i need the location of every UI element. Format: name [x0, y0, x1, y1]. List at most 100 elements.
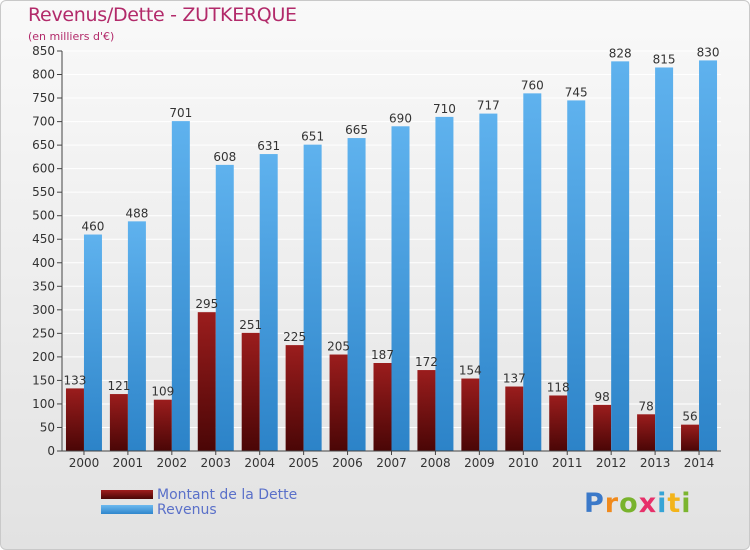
x-tick-label: 2005 [288, 456, 319, 470]
debt-value-label: 98 [595, 390, 610, 404]
x-tick-label: 2000 [69, 456, 100, 470]
debt-bar [549, 395, 568, 451]
revenue-bar [611, 61, 630, 452]
legend-label-revenue: Revenus [157, 501, 217, 518]
debt-bar [241, 332, 260, 451]
x-tick-label: 2009 [464, 456, 495, 470]
y-tick-label: 100 [32, 397, 55, 411]
y-tick-label: 350 [32, 279, 55, 293]
y-tick-label: 650 [32, 138, 55, 152]
debt-value-label: 78 [638, 399, 653, 413]
revenue-bar [435, 116, 454, 451]
legend-label-debt: Montant de la Dette [157, 486, 298, 503]
debt-bar [681, 424, 700, 451]
debt-bar [329, 354, 348, 451]
x-tick-label: 2002 [157, 456, 188, 470]
revenue-value-label: 701 [169, 106, 192, 120]
debt-value-label: 118 [547, 380, 570, 394]
debt-value-label: 109 [151, 385, 174, 399]
debt-value-label: 172 [415, 355, 438, 369]
x-tick-label: 2001 [113, 456, 144, 470]
revenue-value-label: 815 [653, 52, 676, 66]
revenue-value-label: 745 [565, 85, 588, 99]
revenue-value-label: 651 [301, 130, 324, 144]
revenue-bar [127, 221, 146, 451]
debt-bar [637, 414, 656, 451]
y-tick-label: 600 [32, 162, 55, 176]
legend-item-revenue: Revenus [101, 501, 297, 518]
debt-value-label: 251 [239, 318, 262, 332]
x-tick-label: 2004 [244, 456, 275, 470]
chart-legend: Montant de la Dette Revenus [101, 486, 298, 518]
y-tick-label: 400 [32, 256, 55, 270]
debt-bar [109, 394, 128, 451]
x-tick-label: 2014 [684, 456, 715, 470]
bars-layer [65, 60, 718, 452]
y-tick-label: 450 [32, 232, 55, 246]
revenue-value-label: 717 [477, 99, 500, 113]
debt-bar [373, 363, 392, 451]
debt-bar [417, 370, 436, 451]
debt-bar [505, 386, 524, 451]
legend-swatch-revenue [101, 505, 153, 514]
labels-layer: 133 460 121 488 109 701 295 608 251 631 225 651 205 6… [64, 45, 720, 423]
revenue-bar [171, 121, 190, 451]
y-tick-label: 550 [32, 185, 55, 199]
revenue-value-label: 828 [609, 46, 632, 60]
legend-item-debt: Montant de la Dette [101, 486, 298, 503]
debt-value-label: 225 [283, 330, 306, 344]
bar-chart: 133 460 121 488 109 701 295 608 251 631 225 651 205 6… [32, 44, 721, 470]
x-tick-label: 2003 [200, 456, 231, 470]
y-tick-label: 300 [32, 303, 55, 317]
revenue-bar [567, 100, 586, 451]
debt-bar [197, 312, 216, 451]
x-tick-label: 2013 [640, 456, 671, 470]
y-tick-label: 50 [40, 420, 55, 434]
y-tick-label: 750 [32, 91, 55, 105]
revenue-value-label: 710 [433, 102, 456, 116]
debt-value-label: 187 [371, 348, 394, 362]
debt-bar [153, 399, 172, 451]
y-tick-label: 500 [32, 209, 55, 223]
y-tick-label: 0 [47, 444, 55, 458]
chart-subtitle: (en milliers d'€) [28, 30, 115, 43]
debt-value-label: 56 [682, 410, 697, 424]
debt-value-label: 121 [107, 379, 130, 393]
x-tick-label: 2006 [332, 456, 363, 470]
revenue-bar [523, 93, 542, 452]
x-tick-label: 2008 [420, 456, 451, 470]
revenue-value-label: 608 [213, 150, 236, 164]
y-tick-label: 850 [32, 44, 55, 58]
revenue-bar [347, 138, 366, 451]
revenue-bar [479, 113, 498, 452]
debt-bar [461, 378, 480, 451]
debt-bar [65, 388, 84, 451]
debt-value-label: 295 [195, 297, 218, 311]
revenue-value-label: 460 [82, 220, 105, 234]
y-tick-label: 200 [32, 350, 55, 364]
revenue-bar [303, 144, 322, 451]
legend-swatch-debt [101, 490, 153, 499]
revenue-value-label: 830 [697, 45, 720, 59]
y-tick-label: 250 [32, 326, 55, 340]
y-tick-label: 800 [32, 68, 55, 82]
debt-bar [593, 404, 612, 451]
revenue-bar [215, 164, 234, 451]
y-tick-label: 150 [32, 373, 55, 387]
x-tick-label: 2012 [596, 456, 627, 470]
revenue-bar [699, 60, 718, 451]
chart-title: Revenus/Dette - ZUTKERQUE [28, 4, 297, 26]
revenue-value-label: 760 [521, 78, 544, 92]
axis-layer: 0 50 100 150 200 250 300 350 400 450 500 550 600 650 7… [32, 44, 721, 470]
revenue-value-label: 690 [389, 111, 412, 125]
x-tick-label: 2011 [552, 456, 583, 470]
revenue-bar [655, 67, 674, 452]
debt-value-label: 137 [503, 372, 526, 386]
debt-value-label: 205 [327, 340, 350, 354]
debt-bar [285, 345, 304, 451]
x-tick-label: 2010 [508, 456, 539, 470]
revenue-value-label: 665 [345, 123, 368, 137]
revenue-bar [83, 234, 102, 451]
revenue-value-label: 631 [257, 139, 280, 153]
